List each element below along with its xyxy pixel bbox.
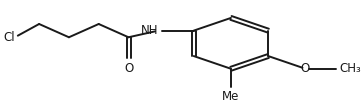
Text: O: O (124, 62, 133, 75)
Text: NH: NH (141, 24, 158, 37)
Text: CH₃: CH₃ (339, 62, 361, 75)
Text: Cl: Cl (3, 31, 15, 44)
Text: O: O (301, 62, 310, 75)
Text: Me: Me (222, 90, 240, 103)
